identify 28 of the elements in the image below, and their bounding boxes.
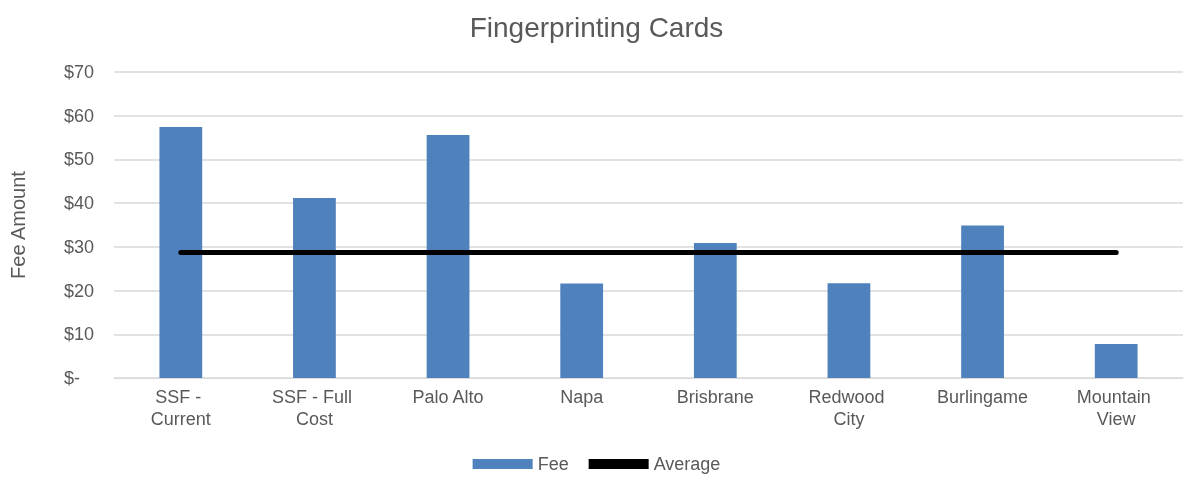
bar (293, 197, 336, 378)
x-tick-label: SSF - Current (150, 387, 211, 429)
y-tick-label: $30 (64, 236, 95, 257)
x-tick-label: SSF - Full Cost (271, 387, 357, 429)
x-tick-label: Redwood City (808, 387, 890, 429)
legend-label: Average (653, 454, 721, 474)
x-tick-label: Burlingame (937, 387, 1029, 407)
x-tick-label: Palo Alto (412, 387, 484, 407)
x-tick-label: Brisbrane (676, 387, 754, 407)
y-axis-title: Fee Amount (7, 170, 29, 279)
bar (961, 225, 1004, 378)
bar (560, 283, 604, 378)
y-tick-label: $- (64, 368, 81, 388)
bar (693, 242, 737, 378)
y-tick-label: $70 (64, 62, 95, 82)
bar (159, 127, 203, 378)
y-tick-label: $40 (64, 193, 95, 214)
legend-label: Fee (537, 454, 569, 474)
y-tick-label: $50 (64, 149, 95, 170)
x-tick-label: Mountain View (1076, 387, 1156, 429)
chart-title: Fingerprinting Cards (469, 11, 724, 43)
x-tick-label: Napa (560, 387, 605, 407)
bar (827, 283, 871, 378)
bar (426, 134, 470, 378)
bar (1094, 343, 1138, 378)
y-tick-label: $10 (64, 324, 95, 345)
y-tick-label: $20 (64, 280, 95, 301)
y-tick-label: $60 (64, 105, 95, 126)
